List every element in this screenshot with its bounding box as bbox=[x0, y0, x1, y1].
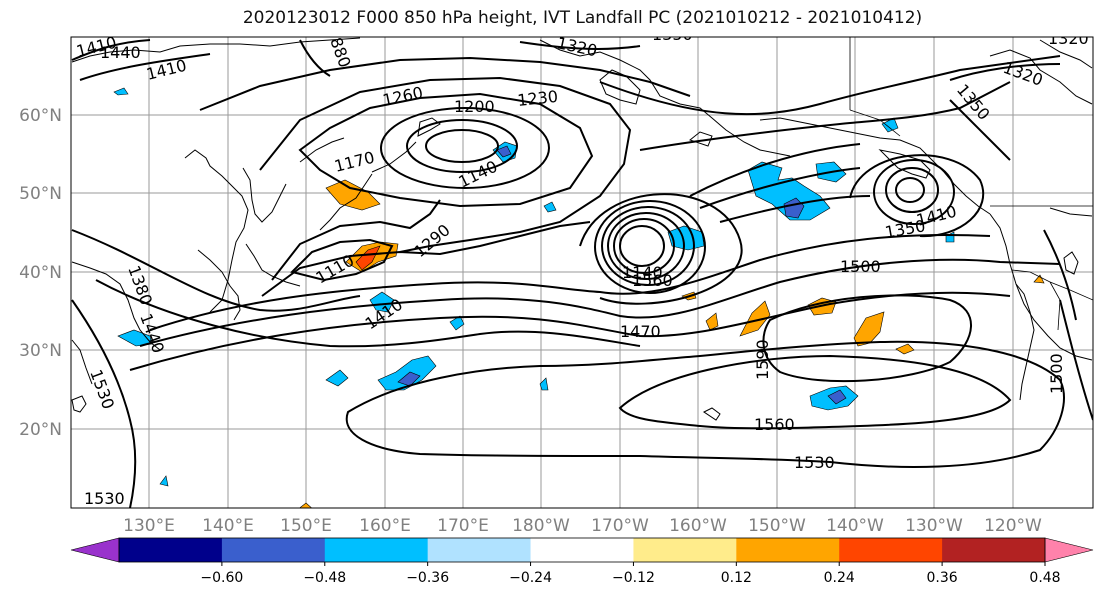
colorbar-tick-label: −0.36 bbox=[406, 570, 449, 586]
anomaly-negative bbox=[369, 291, 395, 313]
ivt-shading bbox=[113, 87, 1045, 508]
anomaly-positive bbox=[895, 343, 915, 355]
lat-label: 60°N bbox=[19, 106, 62, 126]
anomaly-negative bbox=[113, 87, 129, 96]
latitude-labels: 60°N 50°N 40°N 30°N 20°N bbox=[19, 106, 62, 440]
lat-label: 30°N bbox=[19, 341, 62, 361]
lon-label: 170°E bbox=[437, 516, 489, 536]
anomaly-positive bbox=[739, 300, 771, 337]
contour-label: 1350 bbox=[652, 25, 693, 44]
contour-label: 1140 bbox=[622, 263, 663, 282]
colorbar-bin bbox=[119, 538, 223, 562]
contour-label: 1500 bbox=[840, 257, 881, 276]
contour-label: 1590 bbox=[753, 339, 772, 380]
anomaly-negative-mid bbox=[397, 371, 421, 387]
lon-label: 160°W bbox=[669, 516, 727, 536]
anomaly-positive bbox=[299, 502, 313, 508]
colorbar-extend-min bbox=[70, 537, 120, 563]
colorbar-tick-label: −0.12 bbox=[612, 570, 655, 586]
colorbar-bin bbox=[324, 538, 429, 562]
anomaly-negative bbox=[159, 475, 169, 487]
anomaly-negative bbox=[496, 145, 512, 158]
colorbar-tick-label: −0.48 bbox=[303, 570, 346, 586]
lat-label: 40°N bbox=[19, 263, 62, 283]
colorbar: −0.60 −0.48 −0.36 −0.24 −0.12 0.12 0.24 0.36 0.4… bbox=[70, 537, 1094, 586]
colorbar-bin bbox=[736, 538, 840, 562]
colorbar-bin bbox=[633, 538, 737, 562]
coastlines bbox=[71, 37, 1093, 421]
lon-label: 180°W bbox=[512, 516, 570, 536]
lon-label: 170°W bbox=[591, 516, 649, 536]
colorbar-bin bbox=[427, 538, 532, 562]
map-area: 1410 1440 1410 880 1320 1350 1350 1320 1… bbox=[71, 25, 1093, 508]
anomaly-negative bbox=[747, 161, 831, 221]
contour-label: 1560 bbox=[632, 271, 673, 290]
colorbar-tick-label: 0.12 bbox=[721, 570, 752, 586]
anomaly-negative bbox=[325, 369, 349, 387]
colorbar-tick-label: 0.36 bbox=[927, 570, 958, 586]
colorbar-outline bbox=[118, 537, 1046, 563]
map-title: 2020123012 F000 850 hPa height, IVT Land… bbox=[242, 8, 923, 28]
colorbar-tick-label: −0.24 bbox=[509, 570, 552, 586]
anomaly-positive bbox=[853, 311, 885, 347]
lon-label: 150°W bbox=[748, 516, 806, 536]
lon-label: 160°E bbox=[359, 516, 411, 536]
height-contours bbox=[71, 39, 1093, 508]
anomaly-positive bbox=[1033, 274, 1045, 284]
contour-label: 1530 bbox=[84, 489, 125, 508]
colorbar-bin bbox=[942, 538, 1046, 562]
lon-label: 130°E bbox=[123, 516, 175, 536]
anomaly-negative bbox=[543, 201, 557, 213]
contour-label: 1500 bbox=[1047, 353, 1066, 394]
contour-label: 1440 bbox=[100, 43, 141, 62]
anomaly-negative bbox=[539, 377, 549, 391]
contour-label: 1560 bbox=[754, 415, 795, 434]
contour-label: 1230 bbox=[516, 87, 558, 110]
lon-label: 140°E bbox=[202, 516, 254, 536]
anomaly-positive bbox=[325, 179, 381, 211]
colorbar-tick-label: 0.48 bbox=[1029, 570, 1060, 586]
lat-label: 50°N bbox=[19, 184, 62, 204]
contour-label: 1470 bbox=[620, 322, 661, 341]
contour-label: 1320 bbox=[1048, 29, 1089, 48]
lon-label: 120°W bbox=[984, 516, 1042, 536]
lat-label: 20°N bbox=[19, 420, 62, 440]
colorbar-tick-label: 0.24 bbox=[824, 570, 855, 586]
lon-label: 140°W bbox=[826, 516, 884, 536]
lon-label: 150°E bbox=[280, 516, 332, 536]
colorbar-bin bbox=[839, 538, 943, 562]
anomaly-negative bbox=[377, 355, 437, 391]
anomaly-negative-mid bbox=[827, 389, 847, 405]
contour-label: 1200 bbox=[454, 97, 495, 116]
anomaly-positive bbox=[705, 312, 719, 331]
colorbar-extend-max bbox=[1044, 537, 1094, 563]
colorbar-bin bbox=[530, 538, 634, 562]
longitude-labels: 130°E 140°E 150°E 160°E 170°E 180°W 170°… bbox=[123, 516, 1042, 536]
lon-label: 130°W bbox=[905, 516, 963, 536]
colorbar-tick-label: −0.60 bbox=[200, 570, 243, 586]
colorbar-bin bbox=[221, 538, 326, 562]
map-frame bbox=[70, 36, 1094, 509]
contour-label: 1530 bbox=[794, 453, 835, 472]
